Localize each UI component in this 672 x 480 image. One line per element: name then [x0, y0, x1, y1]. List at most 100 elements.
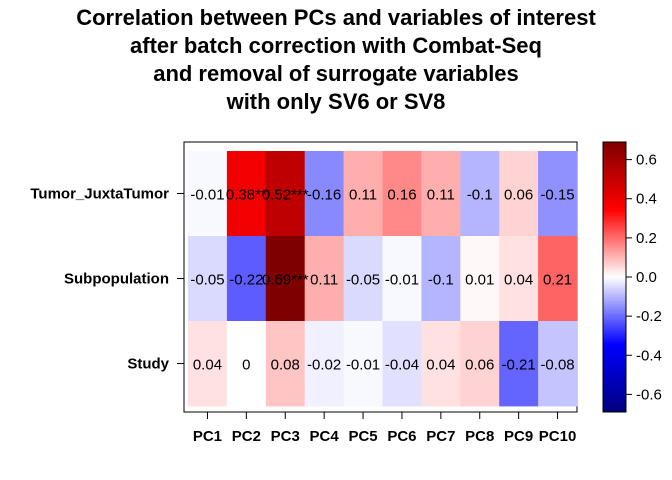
colorbar-segment — [603, 349, 626, 352]
colorbar-segment — [603, 243, 626, 246]
cell-value-label: 0.38** — [226, 187, 267, 204]
heatmap-cell — [499, 236, 539, 322]
colorbar-segment — [603, 173, 626, 177]
colorbar: 0.6 0.4 0.2 0.0 -0.2 -0.4 -0.6 — [602, 141, 662, 413]
heatmap-cell — [226, 321, 267, 407]
colorbar-segment — [603, 394, 626, 397]
colorbar-segment — [603, 299, 626, 303]
colorbar-segment — [603, 245, 626, 249]
colorbar-segment — [603, 331, 626, 334]
column-labels: PC1 PC2 PC3 PC4 PC5 PC6 PC7 PC8 PC9 PC10 — [193, 412, 576, 445]
colorbar-segment — [603, 324, 626, 327]
colorbar-segment — [603, 232, 626, 235]
heatmap-cell — [304, 236, 344, 322]
cell-value-label: -0.05 — [190, 272, 224, 289]
colorbar-segment — [603, 364, 626, 368]
colorbar-segment — [603, 227, 626, 231]
colorbar-segment — [603, 373, 626, 377]
colorbar-segment — [603, 234, 626, 237]
cell-value-label: 0.69*** — [262, 272, 309, 289]
colorbar-tick-label: -0.2 — [636, 308, 662, 325]
colorbar-tick-label: 0.4 — [636, 191, 657, 208]
colorbar-segment — [603, 304, 626, 307]
colorbar-segment — [603, 346, 626, 350]
cell-value-label: -0.22 — [229, 272, 263, 289]
colorbar-segment — [603, 400, 626, 404]
row-label: Tumor_JuxtaTumor — [30, 186, 169, 203]
colorbar-segment — [603, 148, 626, 152]
colorbar-segment — [603, 292, 626, 296]
cell-value-label: 0.06 — [465, 357, 494, 374]
column-label: PC4 — [310, 428, 340, 445]
colorbar-segment — [603, 367, 626, 370]
colorbar-segment — [603, 259, 626, 262]
colorbar-segment — [603, 407, 626, 411]
colorbar-segment — [603, 337, 626, 341]
heatmap-cell — [226, 151, 267, 237]
column-label: PC6 — [387, 428, 416, 445]
colorbar-segment — [603, 398, 626, 402]
cell-value-label: 0.11 — [310, 272, 338, 289]
colorbar-segment — [603, 229, 626, 233]
cell-value-label: 0.08 — [271, 357, 300, 374]
colorbar-segment — [603, 355, 626, 359]
colorbar-segment — [603, 281, 626, 285]
colorbar-segment — [603, 326, 626, 330]
colorbar-tick-label: -0.4 — [636, 347, 662, 364]
colorbar-segment — [603, 279, 626, 282]
cell-labels: -0.01 0.38**0.52***-0.16 0.11 0.16 0.11 -0.1 0… — [190, 187, 574, 374]
colorbar-segment — [603, 241, 626, 244]
colorbar-segment — [603, 178, 626, 181]
heatmap-cell — [421, 321, 461, 407]
colorbar-segment — [603, 164, 626, 168]
heatmap-cell — [460, 321, 500, 407]
colorbar-segment — [603, 274, 626, 278]
colorbar-tick-label: 0.6 — [636, 152, 657, 169]
colorbar-segment — [603, 238, 626, 242]
chart-title: Correlation between PCs and variables of… — [76, 5, 596, 114]
cell-value-label: 0.21 — [543, 272, 572, 289]
heatmap-cell — [343, 236, 383, 322]
colorbar-segment — [603, 371, 626, 375]
heatmap-cell — [499, 321, 539, 407]
colorbar-segment — [603, 297, 626, 300]
colorbar-segment — [603, 191, 626, 195]
cell-value-label: 0.01 — [465, 272, 494, 289]
colorbar-segment — [603, 301, 626, 305]
heatmap-cell — [343, 321, 383, 407]
colorbar-segment — [603, 220, 626, 224]
colorbar-segment — [603, 189, 626, 192]
heatmap-cell — [304, 151, 344, 237]
column-label: PC1 — [193, 428, 222, 445]
colorbar-segment — [603, 295, 626, 298]
heatmap-cell — [499, 151, 539, 237]
colorbar-tick-label: -0.6 — [636, 386, 662, 403]
colorbar-segment — [603, 216, 626, 219]
colorbar-segment — [603, 225, 626, 228]
heatmap-cell — [538, 151, 578, 237]
colorbar-segment — [603, 313, 626, 316]
column-label: PC8 — [465, 428, 494, 445]
colorbar-segment — [603, 308, 626, 312]
heatmap-cell — [382, 321, 422, 407]
colorbar-segment — [603, 306, 626, 309]
colorbar-segment — [603, 391, 626, 395]
colorbar-segment — [603, 376, 626, 379]
heatmap-cell — [538, 321, 578, 407]
colorbar-segment — [603, 193, 626, 197]
cell-value-label: 0 — [242, 357, 250, 374]
colorbar-segment — [603, 261, 626, 264]
colorbar-segment — [603, 155, 626, 159]
colorbar-segment — [603, 153, 626, 156]
colorbar-segment — [603, 157, 626, 161]
colorbar-segment — [603, 250, 626, 253]
colorbar-segment — [603, 214, 626, 217]
heatmap-cell — [460, 236, 500, 322]
heatmap-cell — [188, 236, 228, 322]
title-line: after batch correction with Combat-Seq — [130, 33, 542, 58]
cell-value-label: -0.01 — [385, 272, 419, 289]
cell-value-label: -0.02 — [307, 357, 341, 374]
colorbar-segment — [603, 290, 626, 294]
colorbar-segment — [603, 319, 626, 323]
